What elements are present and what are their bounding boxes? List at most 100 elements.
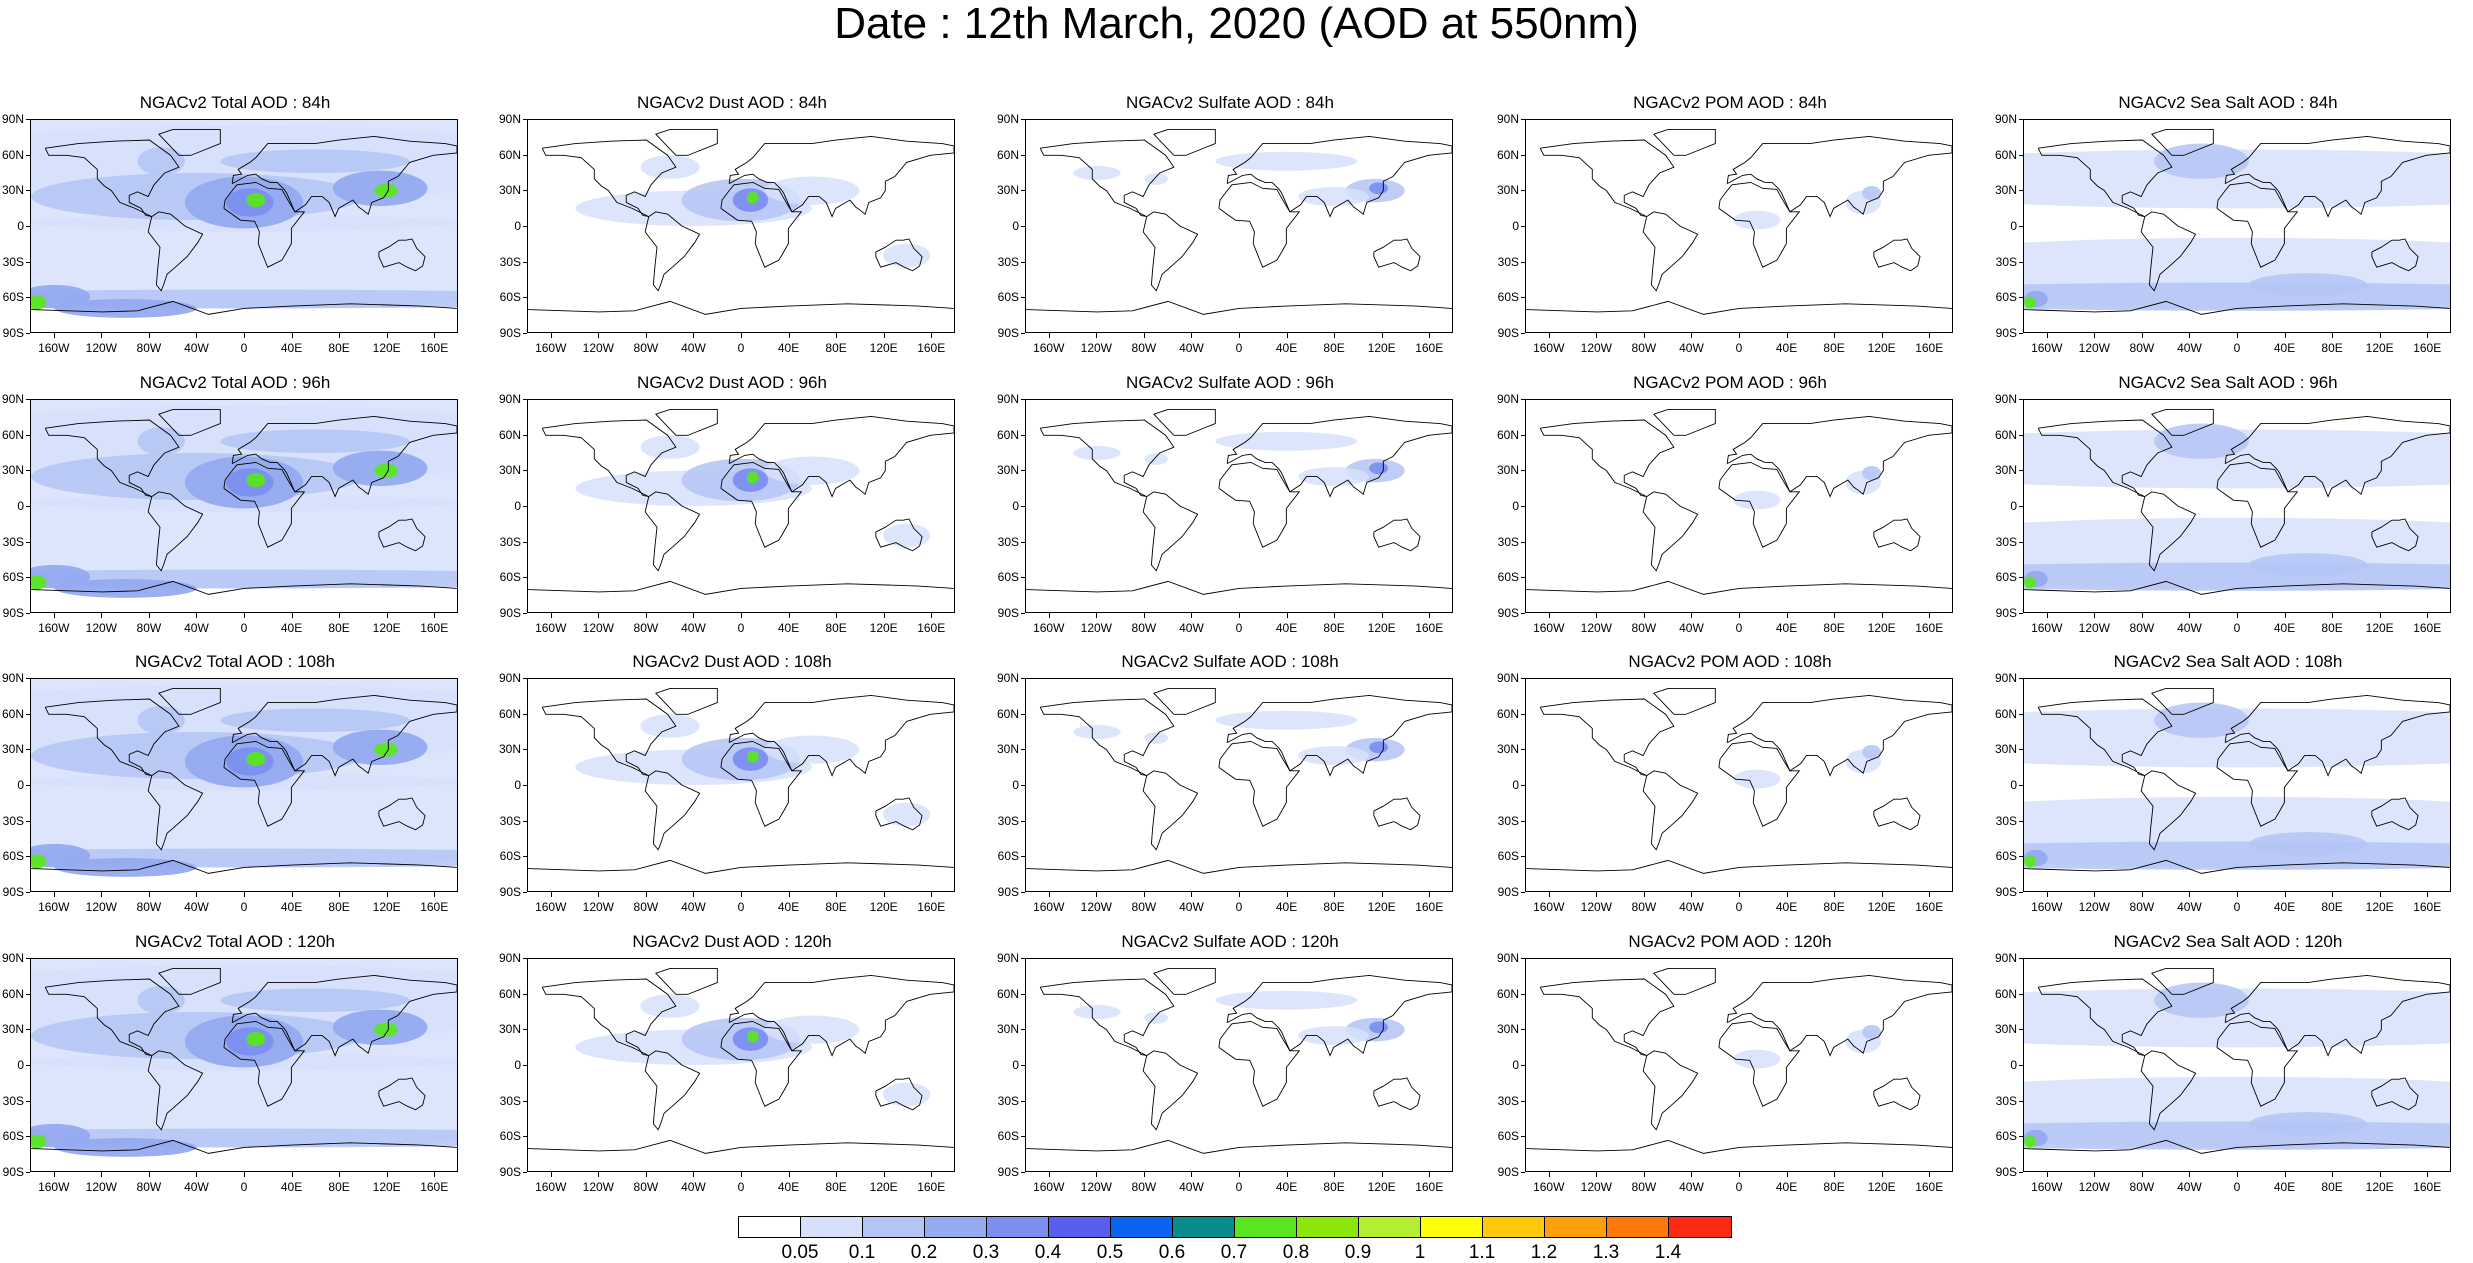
coastline [1026,300,1452,315]
longitude-tick [1691,333,1693,338]
aod-shading [883,802,931,827]
latitude-label: 0 [17,1058,24,1072]
map-canvas [1026,959,1452,1171]
latitude-label: 30S [1995,254,2017,269]
latitude-tick [26,506,30,507]
longitude-tick [1691,613,1693,618]
colorbar-label: 1.1 [1468,1242,1496,1263]
latitude-label: 60S [2,570,24,585]
longitude-tick [1739,333,1740,338]
latitude-label: 30S [1497,1093,1519,1108]
longitude-label: 160W [1033,341,1065,355]
coastline [541,139,677,218]
longitude-tick [550,613,552,618]
map-canvas [2024,400,2450,612]
coastline [157,687,221,715]
coastline [1218,1020,1301,1107]
latitude-tick [2019,297,2023,299]
aod-shading [2024,1121,2450,1150]
latitude-tick [2019,749,2023,751]
latitude-label: 60S [1995,290,2017,305]
latitude-label: 60S [1497,290,1519,305]
aod-shading [640,994,700,1018]
aod-shading [31,1134,47,1149]
colorbar-swatch [1545,1217,1607,1237]
world-map [1025,678,1453,892]
latitude-tick [26,613,30,614]
coastline [2037,139,2173,218]
coastline [654,408,718,436]
longitude-label: 120E [1867,900,1896,914]
latitude-label: 60S [997,290,1019,305]
colorbar-label: 0.3 [972,1242,1000,1263]
longitude-tick [2332,1172,2334,1177]
longitude-label: 80E [1323,900,1345,914]
longitude-tick [2189,333,2191,338]
coastline [378,797,426,831]
longitude-tick [741,1172,742,1177]
latitude-label: 30N [1994,742,2017,757]
longitude-label: 40W [681,1180,706,1194]
longitude-tick [931,1172,933,1177]
coastline [1026,1139,1452,1154]
latitude-tick [2019,399,2023,400]
longitude-tick [1096,1172,1098,1177]
longitude-label: 40W [1679,1180,1704,1194]
latitude-tick [523,333,527,334]
longitude-tick [1596,333,1598,338]
longitude-tick [693,1172,695,1177]
longitude-tick [1143,892,1145,897]
latitude-tick [523,785,527,786]
longitude-tick [196,1172,198,1177]
coastline [654,128,718,156]
longitude-label: 120E [2365,621,2394,635]
coastline [31,300,457,315]
latitude-tick [1021,434,1025,436]
longitude-label: 120W [582,1180,615,1194]
longitude-tick [101,892,103,897]
longitude-label: 0 [2233,341,2241,355]
panel-title: NGACv2 Sulfate AOD : 120h [1121,932,1339,951]
longitude-tick [2379,1172,2381,1177]
aod-shading [883,243,931,268]
map-canvas [528,959,954,1171]
aod-shading [31,494,457,589]
longitude-tick [1929,1172,1931,1177]
latitude-label: 0 [514,499,521,513]
longitude-tick [2332,613,2334,618]
latitude-tick [523,226,527,227]
latitude-tick [2019,577,2023,579]
map-canvas [31,120,457,332]
latitude-tick [523,399,527,400]
panel-title: NGACv2 Total AOD : 96h [139,373,331,392]
longitude-label: 120W [1080,341,1113,355]
latitude-tick [26,541,30,543]
latitude-tick [1521,297,1525,299]
longitude-tick [931,892,933,897]
latitude-tick [1521,958,1525,959]
latitude-tick [523,119,527,120]
longitude-label: 160W [1533,1180,1565,1194]
longitude-label: 0 [1235,1180,1243,1194]
latitude-tick [26,297,30,299]
latitude-tick [1021,1172,1025,1173]
longitude-tick [2379,333,2381,338]
coastline [1039,419,1175,498]
aod-shading [54,1138,197,1157]
latitude-tick [1521,613,1525,614]
longitude-tick [1381,892,1383,897]
longitude-tick [741,333,742,338]
panel-title: NGACv2 Sea Salt AOD : 120h [2113,932,2343,951]
latitude-tick [26,190,30,192]
longitude-tick [1048,1172,1050,1177]
longitude-label: 160E [917,900,946,914]
aod-shading [1369,462,1389,475]
longitude-tick [1834,613,1836,618]
world-map [30,119,458,333]
longitude-tick [2141,333,2143,338]
latitude-tick [1021,506,1025,507]
coastline [31,580,457,595]
latitude-label: 90N [1496,112,1519,126]
longitude-tick [1286,1172,1288,1177]
latitude-tick [2019,226,2023,227]
